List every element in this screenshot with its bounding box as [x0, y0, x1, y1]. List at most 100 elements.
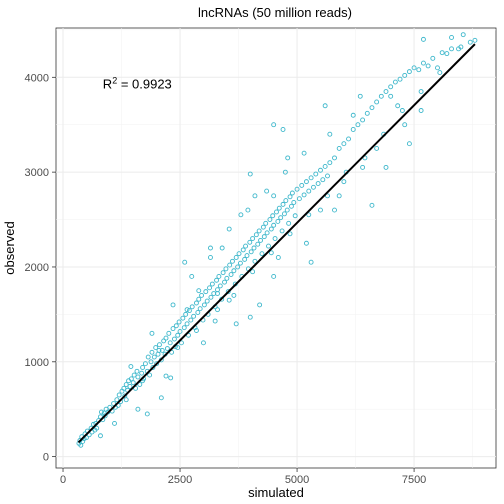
data-point — [216, 274, 222, 279]
data-point — [231, 268, 237, 274]
data-point — [315, 181, 321, 186]
fit-line — [77, 43, 476, 444]
data-point — [252, 258, 258, 264]
data-point — [303, 179, 309, 185]
data-point — [320, 177, 326, 183]
data-point — [406, 141, 412, 147]
data-point — [250, 236, 256, 241]
data-point — [175, 345, 181, 351]
data-point — [163, 373, 169, 379]
data-point — [467, 39, 473, 45]
data-point — [121, 385, 127, 391]
data-point — [233, 255, 239, 260]
data-point — [287, 231, 293, 237]
data-point — [208, 245, 213, 251]
data-point — [383, 89, 389, 94]
data-point — [318, 207, 323, 213]
data-point — [266, 243, 271, 249]
data-point — [209, 281, 215, 287]
data-point — [272, 236, 278, 241]
data-point — [332, 155, 337, 161]
data-point — [322, 103, 328, 109]
y-tick-label: 2000 — [25, 262, 49, 274]
data-point — [195, 310, 201, 315]
data-point — [188, 317, 194, 323]
y-tick-label: 1000 — [25, 357, 49, 369]
data-point — [244, 253, 250, 259]
data-point — [437, 70, 443, 76]
data-point — [418, 89, 424, 94]
data-point — [439, 50, 445, 56]
data-point — [268, 250, 274, 256]
data-point — [242, 256, 248, 262]
x-axis-title: simulated — [248, 485, 304, 500]
data-point — [271, 193, 277, 199]
data-point — [98, 409, 104, 415]
data-point — [164, 346, 170, 351]
data-point — [77, 438, 83, 443]
data-point — [402, 72, 408, 78]
data-point — [98, 414, 103, 420]
data-point — [274, 209, 279, 215]
data-point — [173, 323, 179, 329]
data-point — [350, 112, 356, 118]
data-point — [231, 292, 237, 298]
data-point — [280, 127, 286, 132]
data-point — [299, 182, 305, 188]
y-axis-ticks: 0 1000 2000 3000 4000 — [25, 72, 56, 464]
data-point — [130, 380, 136, 386]
data-point — [240, 247, 246, 253]
data-point — [102, 413, 108, 419]
data-point — [449, 46, 454, 52]
data-point — [219, 245, 225, 251]
data-point — [144, 411, 150, 417]
data-point — [421, 36, 426, 42]
data-point — [336, 145, 342, 151]
data-point — [224, 275, 230, 281]
data-point — [336, 193, 342, 199]
y-tick-label: 0 — [43, 452, 49, 464]
data-point — [360, 117, 366, 123]
data-point — [322, 163, 328, 169]
data-point — [200, 340, 206, 346]
data-point — [388, 84, 394, 90]
data-point — [247, 171, 253, 177]
data-point — [208, 294, 214, 300]
data-point — [346, 136, 351, 142]
data-point — [260, 224, 266, 230]
data-point — [306, 188, 312, 194]
data-point — [226, 226, 232, 232]
data-point — [247, 239, 253, 245]
data-point — [137, 382, 143, 387]
data-point — [228, 272, 234, 277]
data-point — [139, 370, 145, 376]
data-point — [163, 335, 169, 341]
data-point — [222, 279, 227, 285]
data-point — [286, 220, 292, 226]
data-point — [107, 404, 113, 410]
data-point — [411, 65, 417, 71]
data-point — [116, 392, 122, 398]
data-point — [383, 164, 389, 170]
data-point — [208, 255, 213, 260]
y-tick-label: 4000 — [25, 72, 49, 84]
data-point — [325, 193, 330, 199]
data-point — [123, 397, 129, 403]
data-point — [287, 194, 293, 200]
data-point — [261, 234, 267, 240]
data-point — [196, 296, 202, 302]
data-point — [416, 67, 422, 73]
data-point — [156, 347, 162, 353]
data-point — [308, 175, 314, 181]
data-point — [360, 164, 366, 170]
data-point — [294, 186, 300, 192]
data-point — [271, 122, 277, 128]
data-point — [131, 372, 137, 378]
data-point — [149, 330, 155, 336]
data-point — [227, 262, 233, 268]
data-point — [150, 365, 156, 370]
data-point — [159, 347, 165, 353]
data-point — [193, 328, 199, 333]
data-point — [301, 150, 307, 156]
